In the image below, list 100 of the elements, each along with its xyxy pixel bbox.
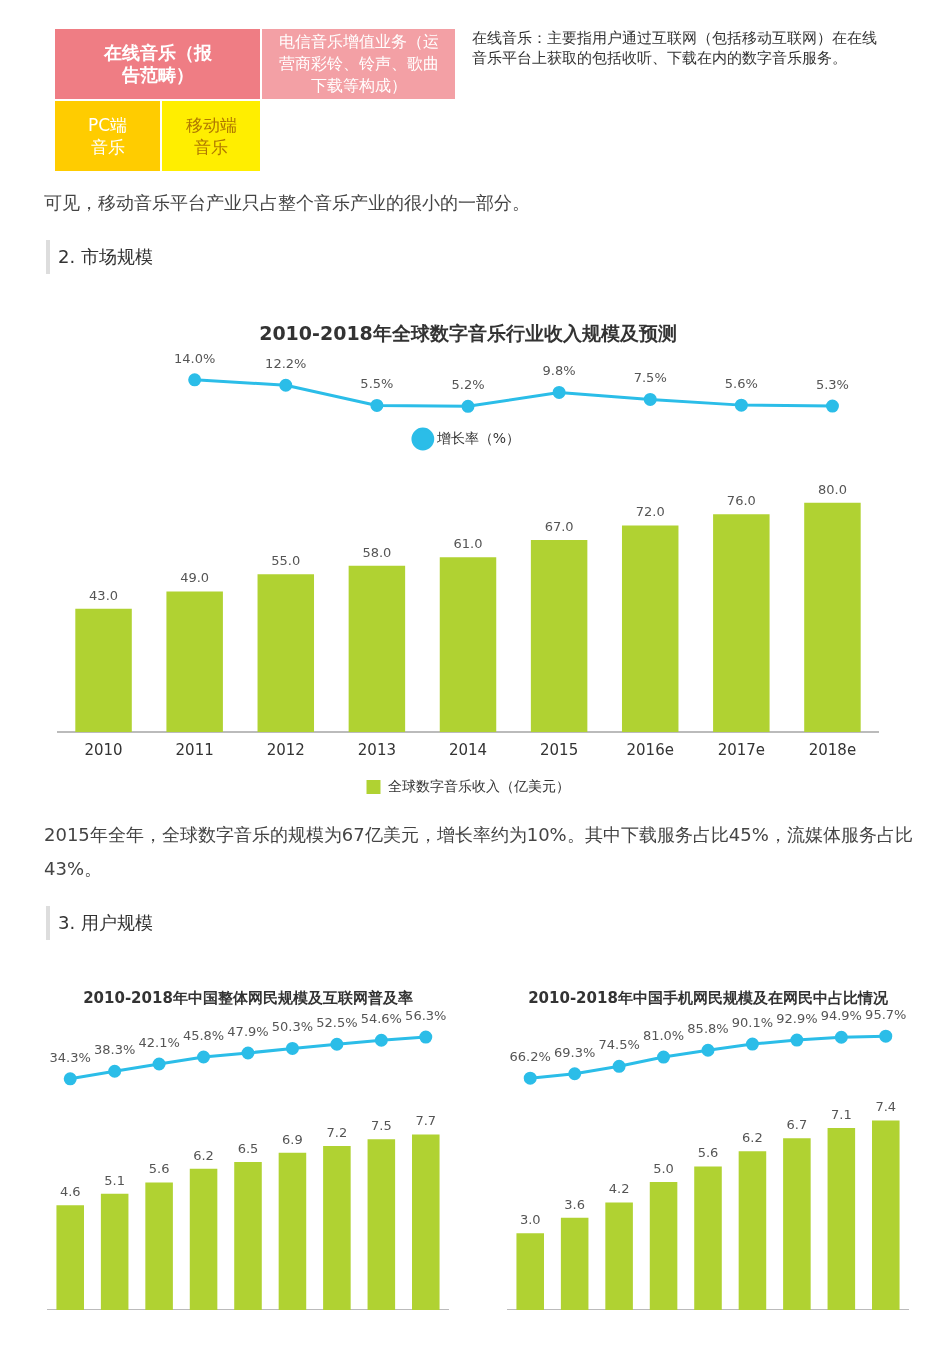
data-label: 7.4 [875,1099,897,1115]
data-label: 34.3% [49,1049,91,1065]
data-label: 42.1% [138,1034,180,1050]
data-label: 5.1 [104,1172,126,1188]
point [330,1037,344,1051]
data-label: 52.5% [316,1015,358,1031]
data-label: 61.0 [453,536,483,552]
bar [621,525,679,732]
bar [872,1120,900,1310]
point [419,1030,433,1044]
data-label: 67.0 [544,518,574,534]
data-label: 6.2 [742,1130,763,1145]
point [152,1057,166,1071]
data-label: 54.6% [360,1011,402,1027]
text: 在线音乐：主要指用户通过互联网（包括移动互联网）在在线音乐平台上获取的包括收听、下载在内的数字音乐服务。 [472,28,878,69]
legend-label: 增长率（%） [435,429,521,446]
data-label: 85.8% [687,1021,729,1037]
data-label: 43.0 [89,587,119,603]
point [734,398,748,412]
bar [56,1205,84,1310]
point [108,1064,122,1078]
text: 电信音乐增值业务（运营商彩铃、铃声、歌曲下载等构成） [277,31,440,97]
data-label: 58.0 [362,544,392,560]
data-label: 6.5 [237,1140,259,1156]
x-tick-label: 2011 [175,740,214,759]
data-label: 7.2 [326,1124,348,1140]
data-label: 5.6 [697,1145,719,1161]
data-label: 7.5 [370,1118,392,1134]
data-label: 81.0% [642,1027,685,1043]
data-label: 12.2% [265,356,307,372]
data-label: 6.2 [193,1147,214,1163]
point [568,1067,582,1081]
data-label: 66.2% [509,1049,551,1065]
data-label: 3.6 [564,1196,586,1212]
point [879,1029,893,1043]
bar [783,1138,811,1310]
data-label: 4.2 [608,1181,630,1197]
bar [189,1168,218,1310]
text: 3. 用户规模 [46,906,942,940]
bar [804,502,861,732]
point [612,1059,626,1073]
bar [560,1217,589,1310]
text: 在线音乐（报告范畴） [102,42,213,86]
bar [234,1161,262,1310]
point [790,1033,804,1047]
point [63,1072,77,1086]
point [188,373,202,387]
point [552,385,566,399]
data-label: 47.9% [227,1023,269,1039]
point [701,1043,715,1057]
point [285,1041,299,1055]
bar [516,1233,544,1310]
data-label: 76.0 [726,493,756,509]
point [834,1030,848,1044]
chart-title: 2010-2018年中国手机网民规模及在网民中占比情况 [528,988,889,1007]
bar [348,565,406,732]
data-label: 45.8% [182,1027,225,1043]
data-label: 94.9% [820,1008,862,1024]
data-label: 5.3% [815,376,849,392]
bar [738,1151,767,1310]
data-label: 95.7% [865,1007,907,1022]
data-label: 56.3% [405,1007,447,1023]
bar [367,1139,396,1310]
x-tick-label: 2018e [808,740,857,759]
data-label: 74.5% [598,1037,640,1053]
point [825,399,839,413]
bar [257,574,315,732]
chart-title: 2010-2018年全球数字音乐行业收入规模及预测 [259,322,677,345]
bar [530,539,588,732]
point [374,1033,388,1047]
data-label: 9.8% [542,363,576,379]
bar [694,1166,722,1310]
point [657,1050,671,1064]
bar [145,1182,173,1310]
x-tick-label: 2017e [717,740,766,759]
data-label: 38.3% [94,1042,136,1058]
data-label: 69.3% [554,1044,596,1060]
data-label: 5.6 [148,1161,170,1177]
x-tick-label: 2015 [540,740,579,759]
data-label: 90.1% [731,1014,774,1030]
x-tick-label: 2012 [266,740,305,759]
bar [278,1152,307,1310]
data-label: 5.6% [724,376,758,391]
bar [75,608,132,732]
data-label: 5.2% [451,377,485,393]
text: PC端音乐 [86,114,129,158]
data-label: 49.0 [180,570,210,586]
bar [100,1193,129,1310]
point [197,1050,211,1064]
point [461,399,475,413]
data-label: 80.0 [817,481,847,497]
bar [649,1181,678,1310]
bar [323,1146,351,1310]
data-label: 92.9% [776,1010,818,1026]
point [643,392,657,406]
data-label: 7.5% [633,370,667,386]
x-tick-label: 2010 [84,740,123,759]
data-label: 5.5% [360,376,394,392]
data-label: 7.1 [830,1106,852,1122]
bar [412,1134,440,1310]
